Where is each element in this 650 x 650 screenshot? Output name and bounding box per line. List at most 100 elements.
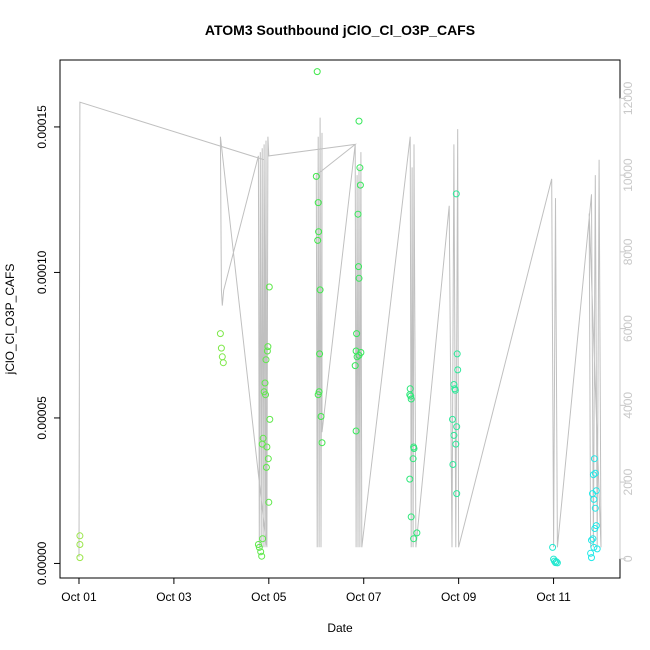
y2-tick-label: 12000 (621, 81, 635, 115)
data-point (454, 366, 462, 374)
data-point (315, 228, 323, 236)
data-point (407, 513, 415, 521)
data-point (413, 529, 421, 537)
data-point (257, 548, 265, 556)
data-point (255, 543, 263, 551)
y-tick-label: 0.00000 (35, 541, 49, 585)
data-point (254, 541, 262, 548)
data-point (316, 350, 324, 358)
data-point (264, 343, 272, 351)
data-point (314, 199, 322, 207)
data-point (588, 536, 595, 544)
data-point (314, 391, 322, 399)
x-tick-label: Oct 03 (156, 590, 192, 604)
data-point (552, 558, 560, 566)
data-point (590, 455, 598, 463)
data-point (218, 353, 226, 361)
data-point (589, 535, 597, 543)
data-point (549, 543, 557, 551)
data-point (355, 263, 362, 271)
data-point (317, 413, 325, 420)
y2-tick-label: 4000 (621, 392, 635, 419)
data-point (356, 181, 364, 189)
data-point (407, 392, 415, 400)
x-tick-label: Oct 01 (61, 590, 97, 604)
y2-tick-label: 8000 (621, 238, 635, 265)
x-tick-label: Oct 09 (441, 590, 477, 604)
data-point (410, 445, 418, 452)
plot-frame (59, 59, 621, 579)
y-tick-label: 0.00010 (35, 250, 49, 294)
points-layer (76, 68, 601, 567)
y-tick-label: 0.00005 (35, 396, 49, 440)
data-point (553, 559, 561, 567)
data-point (216, 330, 224, 338)
data-point (265, 283, 273, 291)
data-point (590, 543, 598, 551)
data-point (259, 535, 267, 543)
data-point (219, 359, 227, 367)
data-point (591, 525, 599, 532)
data-point (265, 498, 273, 506)
data-point (217, 344, 225, 352)
data-point (587, 549, 595, 557)
data-point (316, 286, 324, 294)
y2-tick-label: 2000 (621, 468, 635, 495)
x-tick-label: Oct 05 (251, 590, 287, 604)
x-tick-label: Oct 07 (346, 590, 382, 604)
data-point (588, 554, 595, 562)
data-point (406, 475, 414, 483)
data-point (591, 504, 599, 512)
data-point (266, 415, 274, 423)
secondary-trace-line (78, 101, 602, 557)
y2-axis: 0 2000 4000 6000 8000 10000 12000 (619, 81, 635, 562)
data-point (410, 535, 418, 543)
data-point (261, 379, 269, 387)
data-point (356, 164, 364, 172)
data-point (263, 347, 271, 355)
data-point (352, 427, 360, 435)
data-point (449, 461, 457, 468)
data-point (258, 552, 266, 560)
y-tick-label: 0.00015 (35, 105, 49, 149)
data-point (262, 391, 269, 399)
data-point (449, 415, 456, 423)
data-point (353, 330, 361, 338)
x-tick-label: Oct 11 (536, 590, 571, 604)
x-axis: Oct 01 Oct 03 Oct 05 Oct 07 Oct 09 Oct 11 (61, 577, 571, 604)
data-point (450, 431, 458, 439)
data-point (351, 362, 359, 370)
y-axis: 0.00000 0.00005 0.00010 0.00015 (35, 105, 61, 585)
data-point (315, 388, 323, 396)
data-point (312, 172, 320, 180)
data-point (353, 353, 361, 361)
y2-tick-label: 10000 (621, 158, 635, 192)
chart-title: ATOM3 Southbound jClO_Cl_O3P_CAFS (205, 22, 475, 38)
data-point (354, 210, 362, 218)
data-point (264, 455, 272, 463)
data-point (76, 532, 84, 540)
data-point (453, 490, 461, 498)
data-point (591, 469, 599, 477)
data-point (355, 117, 363, 125)
data-point (355, 274, 363, 282)
y2-tick-label: 0 (621, 555, 635, 562)
data-point (593, 545, 601, 553)
data-point (318, 439, 326, 447)
data-point (314, 236, 322, 244)
data-point (259, 434, 267, 442)
data-point (453, 423, 461, 431)
secondary-trace-layer (78, 101, 602, 557)
y2-tick-label: 6000 (621, 315, 635, 342)
data-point (453, 350, 461, 358)
x-axis-label: Date (327, 621, 353, 635)
data-point (262, 463, 270, 471)
data-point (451, 385, 459, 393)
data-point (409, 455, 417, 463)
data-point (590, 495, 598, 503)
data-point (76, 541, 84, 548)
data-point (355, 351, 363, 359)
data-point (406, 391, 414, 399)
data-point (452, 190, 460, 198)
